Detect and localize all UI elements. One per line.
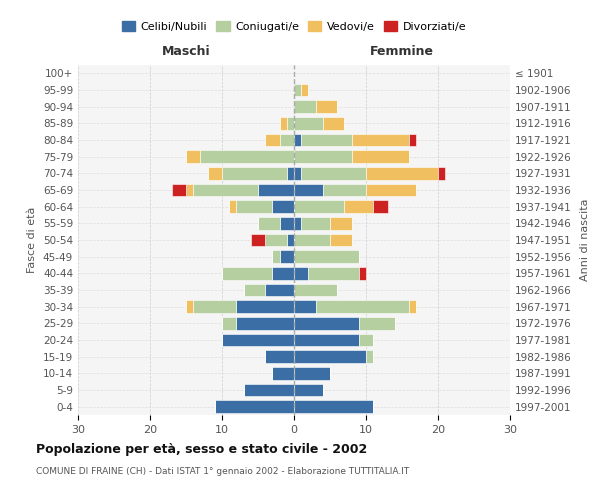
Bar (200, 150, 294, 163)
Bar (193, 184, 258, 196)
Bar (294, 217, 301, 230)
Bar (359, 267, 366, 280)
Bar (287, 117, 294, 130)
Bar (236, 200, 272, 213)
Bar (359, 334, 373, 346)
Text: COMUNE DI FRAINE (CH) - Dati ISTAT 1° gennaio 2002 - Elaborazione TUTTITALIA.IT: COMUNE DI FRAINE (CH) - Dati ISTAT 1° ge… (36, 468, 409, 476)
Bar (294, 317, 359, 330)
Bar (301, 217, 330, 230)
Bar (294, 84, 301, 96)
Bar (330, 234, 352, 246)
Bar (265, 134, 280, 146)
Bar (373, 200, 388, 213)
Bar (294, 200, 344, 213)
Bar (301, 84, 308, 96)
Bar (272, 267, 294, 280)
Bar (294, 234, 330, 246)
Text: Popolazione per età, sesso e stato civile - 2002: Popolazione per età, sesso e stato civil… (36, 442, 367, 456)
Bar (272, 250, 280, 263)
Bar (294, 134, 301, 146)
Bar (366, 350, 373, 363)
Bar (280, 250, 294, 263)
Bar (280, 217, 294, 230)
Bar (186, 150, 200, 163)
Bar (323, 184, 366, 196)
Bar (294, 334, 359, 346)
Bar (287, 234, 294, 246)
Bar (330, 217, 352, 230)
Bar (409, 300, 416, 313)
Y-axis label: Anni di nascita: Anni di nascita (581, 198, 590, 281)
Bar (208, 167, 222, 179)
Bar (359, 317, 395, 330)
Bar (244, 284, 265, 296)
Bar (366, 167, 438, 179)
Bar (294, 350, 366, 363)
Bar (352, 134, 409, 146)
Bar (294, 100, 316, 113)
Bar (316, 100, 337, 113)
Bar (258, 217, 280, 230)
Bar (236, 300, 294, 313)
Bar (294, 384, 323, 396)
Bar (294, 400, 373, 413)
Bar (294, 267, 308, 280)
Bar (316, 300, 409, 313)
Bar (294, 150, 352, 163)
Bar (222, 317, 236, 330)
Bar (294, 167, 301, 179)
Bar (280, 117, 287, 130)
Bar (308, 267, 359, 280)
Bar (301, 134, 352, 146)
Bar (236, 317, 294, 330)
Text: Maschi: Maschi (161, 46, 211, 59)
Bar (294, 117, 323, 130)
Bar (186, 184, 193, 196)
Bar (294, 367, 330, 380)
Bar (222, 267, 272, 280)
Bar (294, 250, 359, 263)
Bar (222, 334, 294, 346)
Bar (265, 350, 294, 363)
Bar (265, 234, 287, 246)
Bar (251, 234, 265, 246)
Bar (409, 134, 416, 146)
Bar (172, 184, 186, 196)
Bar (294, 184, 323, 196)
Bar (193, 300, 236, 313)
Bar (323, 117, 344, 130)
Bar (280, 134, 294, 146)
Bar (265, 284, 294, 296)
Bar (294, 300, 316, 313)
Bar (258, 184, 294, 196)
Y-axis label: Fasce di età: Fasce di età (28, 207, 37, 273)
Bar (229, 200, 236, 213)
Text: Femmine: Femmine (370, 46, 434, 59)
Bar (244, 384, 294, 396)
Bar (294, 284, 337, 296)
Legend: Celibi/Nubili, Coniugati/e, Vedovi/e, Divorziati/e: Celibi/Nubili, Coniugati/e, Vedovi/e, Di… (118, 16, 470, 36)
Bar (438, 167, 445, 179)
Bar (272, 367, 294, 380)
Bar (272, 200, 294, 213)
Bar (186, 300, 193, 313)
Bar (215, 400, 294, 413)
Bar (352, 150, 409, 163)
Bar (301, 167, 366, 179)
Bar (287, 167, 294, 179)
Bar (344, 200, 373, 213)
Bar (222, 167, 287, 179)
Bar (366, 184, 416, 196)
